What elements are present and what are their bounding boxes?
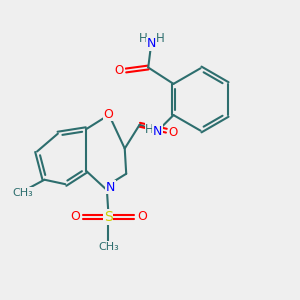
Text: N: N (106, 181, 115, 194)
Text: O: O (70, 210, 80, 224)
Text: O: O (168, 126, 178, 139)
Text: H: H (145, 122, 154, 136)
Text: H: H (156, 32, 164, 45)
Text: CH₃: CH₃ (98, 242, 119, 252)
Text: O: O (137, 210, 147, 224)
Text: H: H (139, 32, 147, 45)
Text: S: S (104, 210, 113, 224)
Text: O: O (115, 64, 124, 77)
Text: N: N (153, 125, 162, 138)
Text: O: O (103, 108, 113, 121)
Text: CH₃: CH₃ (13, 188, 34, 197)
Text: N: N (146, 37, 156, 50)
